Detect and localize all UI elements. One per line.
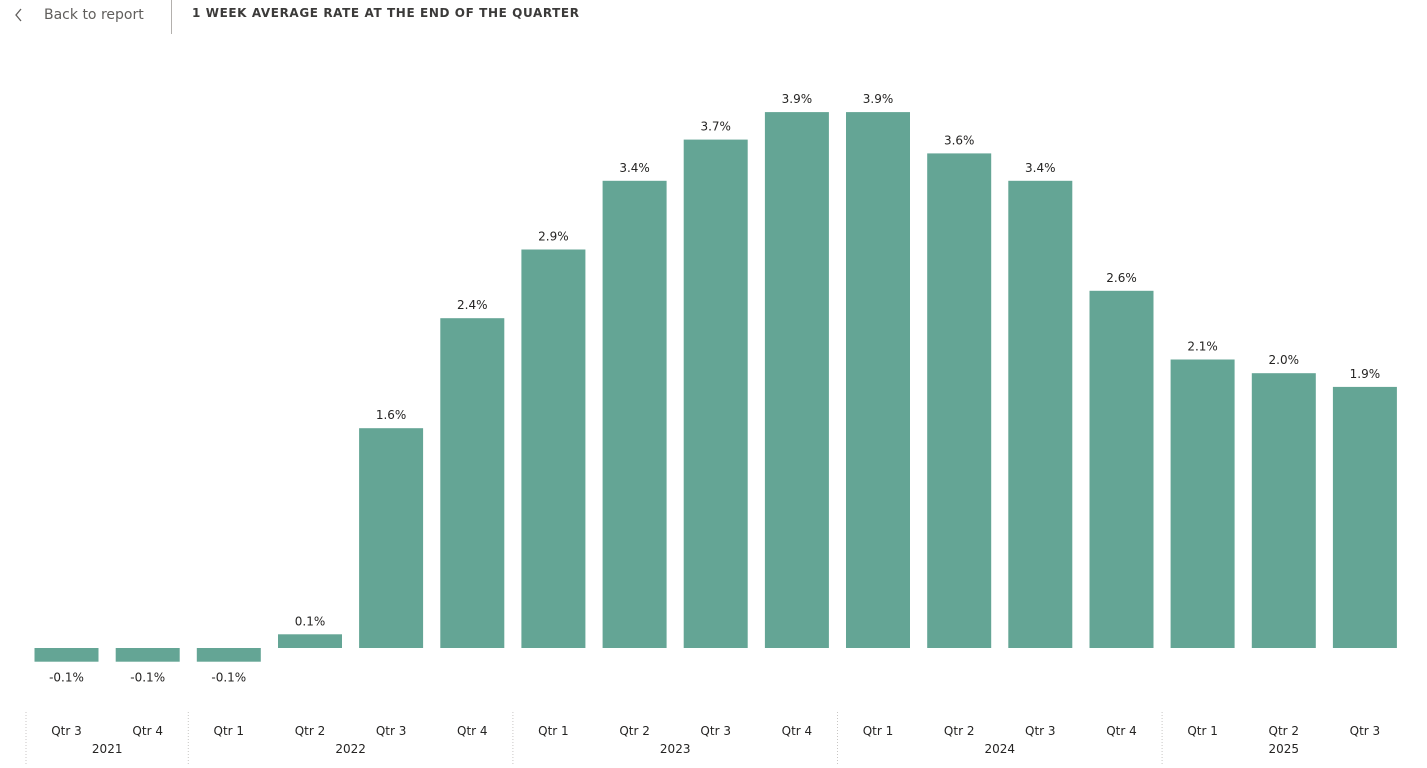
x-tick-label: Qtr 4 [1106,724,1137,738]
x-tick-label: Qtr 4 [782,724,813,738]
data-label: 3.7% [700,120,731,134]
x-tick-label: Qtr 1 [214,724,245,738]
x-tick-label: Qtr 3 [700,724,731,738]
x-tick-label: Qtr 1 [538,724,569,738]
data-label: 2.1% [1187,340,1218,354]
bar[interactable] [683,139,748,648]
bar[interactable] [1170,359,1235,649]
data-label: 3.9% [863,92,894,106]
bar[interactable] [359,428,424,648]
bar[interactable] [440,318,505,648]
bar[interactable] [1008,180,1073,649]
x-tick-label: Qtr 4 [132,724,163,738]
header-divider [171,0,172,34]
year-label: 2023 [660,742,691,756]
bar[interactable] [34,648,99,662]
data-label: 2.0% [1269,353,1300,367]
bar[interactable] [764,112,829,649]
bar[interactable] [1089,290,1154,648]
back-to-report-label: Back to report [44,7,144,23]
back-to-report-button[interactable]: Back to report [14,0,144,30]
year-label: 2022 [335,742,366,756]
year-label: 2021 [92,742,123,756]
data-label: 2.9% [538,230,569,244]
data-label: -0.1% [49,671,84,685]
chart-title: 1 WEEK AVERAGE RATE AT THE END OF THE QU… [192,6,580,20]
x-tick-label: Qtr 2 [295,724,326,738]
x-tick-label: Qtr 4 [457,724,488,738]
bar[interactable] [927,153,992,648]
x-tick-label: Qtr 3 [51,724,82,738]
data-label: -0.1% [211,671,246,685]
top-bar: Back to report 1 WEEK AVERAGE RATE AT TH… [0,0,1427,36]
data-label: 2.6% [1106,271,1137,285]
data-label: 1.9% [1350,367,1381,381]
data-label: -0.1% [130,671,165,685]
bar[interactable] [278,634,342,648]
bar[interactable] [196,648,261,662]
x-tick-label: Qtr 1 [863,724,894,738]
bar[interactable] [846,112,910,649]
data-label: 1.6% [376,408,407,422]
data-label: 2.4% [457,298,488,312]
chevron-left-icon [14,8,24,22]
data-label: 3.6% [944,133,975,147]
data-label: 3.9% [782,92,813,106]
data-label: 3.4% [619,161,650,175]
bar[interactable] [1332,386,1397,648]
bar[interactable] [115,648,180,662]
x-tick-label: Qtr 3 [1350,724,1381,738]
x-tick-label: Qtr 3 [1025,724,1056,738]
bar[interactable] [1251,373,1316,648]
data-label: 0.1% [295,614,326,628]
bar[interactable] [521,249,586,649]
x-tick-label: Qtr 3 [376,724,407,738]
data-label: 3.4% [1025,161,1056,175]
x-tick-label: Qtr 2 [619,724,650,738]
year-label: 2025 [1269,742,1300,756]
x-tick-label: Qtr 1 [1187,724,1218,738]
x-tick-label: Qtr 2 [1269,724,1300,738]
x-tick-label: Qtr 2 [944,724,975,738]
bar[interactable] [602,180,667,649]
year-label: 2024 [985,742,1016,756]
